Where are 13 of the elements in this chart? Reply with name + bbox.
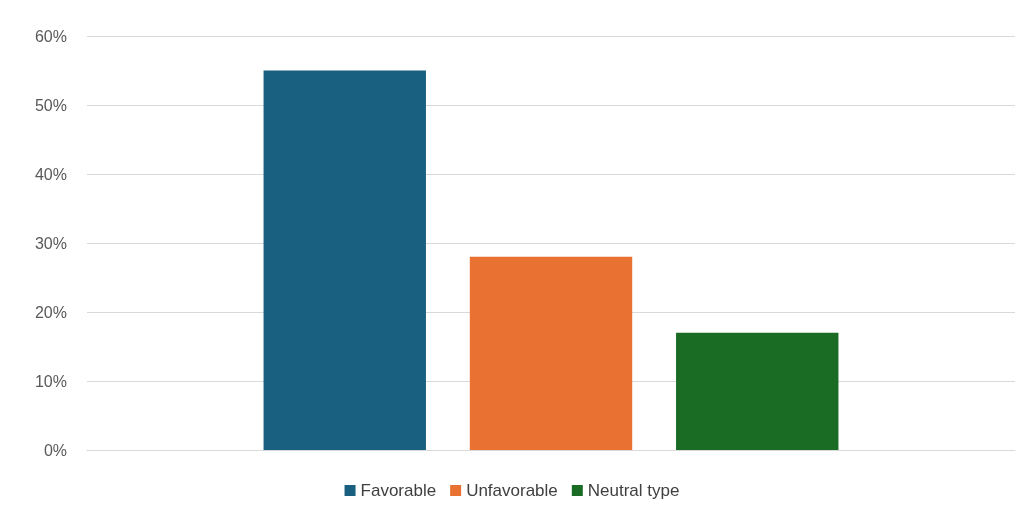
y-tick-label: 10% [34,372,67,390]
y-tick-label: 60% [34,27,67,45]
bar [263,70,426,450]
y-tick-label: 20% [34,303,67,321]
y-tick-label: 40% [34,165,67,183]
legend-label: Unfavorable [466,481,558,500]
legend-label: Neutral type [587,481,680,500]
legend-label: Favorable [360,481,437,500]
y-tick-label: 50% [34,96,67,114]
y-tick-label: 30% [34,234,67,252]
y-tick-label: 0% [43,441,67,459]
bar [469,256,633,450]
bar [676,332,839,450]
